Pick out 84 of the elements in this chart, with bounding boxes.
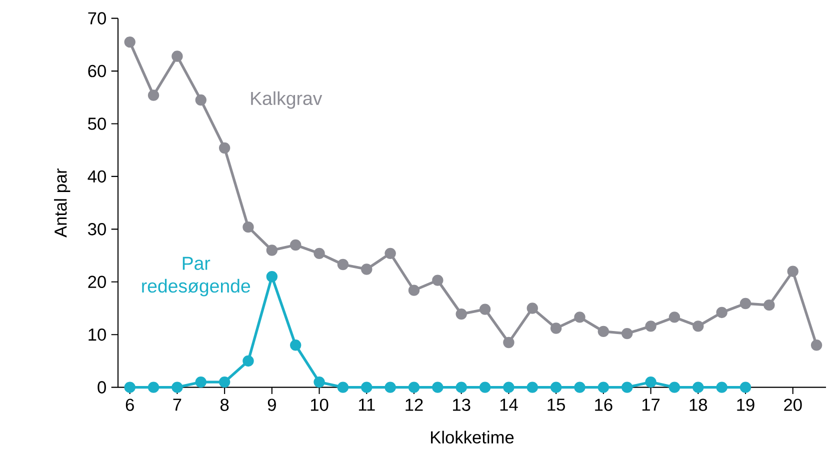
point: [408, 284, 420, 296]
point: [290, 340, 302, 351]
point: [479, 382, 491, 393]
point: [716, 306, 728, 318]
point: [361, 264, 372, 275]
point: [218, 376, 230, 388]
point: [337, 258, 349, 270]
point: [242, 355, 254, 367]
y-tick-label: 10: [88, 328, 106, 341]
point: [503, 336, 514, 348]
point: [764, 299, 775, 311]
point: [740, 298, 752, 310]
point: [692, 382, 704, 393]
point: [124, 36, 136, 48]
y-tick-label: 60: [88, 64, 106, 78]
point: [598, 326, 610, 338]
x-tick-label: 10: [310, 398, 328, 411]
x-tick-label: 15: [548, 398, 565, 411]
point: [172, 382, 183, 393]
y-tick-label: 20: [88, 276, 106, 288]
point: [574, 382, 586, 393]
point: [148, 382, 160, 393]
point: [384, 248, 396, 260]
point: [266, 271, 278, 282]
point: [622, 328, 633, 340]
point: [622, 382, 633, 393]
point: [692, 320, 704, 332]
x-tick-label: 14: [500, 398, 518, 411]
point: [432, 274, 444, 286]
point: [526, 302, 538, 314]
point: [668, 382, 680, 393]
x-tick-label: 8: [220, 398, 229, 411]
x-tick-label: 12: [406, 398, 423, 411]
series-label: Par redesøgende: [142, 256, 250, 296]
x-tick-label: 11: [358, 398, 375, 411]
point: [266, 244, 278, 256]
x-tick-label: 17: [642, 398, 660, 411]
point: [645, 376, 656, 388]
point: [314, 248, 325, 260]
x-tick-label: 19: [737, 398, 754, 411]
point: [242, 221, 254, 233]
point: [456, 382, 467, 393]
point: [526, 382, 538, 393]
point: [550, 382, 562, 393]
point: [361, 382, 372, 393]
y-tick-label: 0: [98, 381, 106, 394]
point: [218, 142, 230, 154]
point: [314, 376, 325, 388]
point: [479, 304, 491, 315]
point: [337, 382, 349, 393]
point: [195, 376, 206, 388]
point: [432, 382, 444, 393]
x-tick-label: 18: [690, 398, 708, 411]
point: [740, 382, 752, 393]
point: [172, 50, 183, 62]
point: [787, 266, 798, 277]
point: [810, 340, 822, 351]
point: [550, 322, 562, 334]
x-tick-label: 7: [173, 398, 182, 411]
point: [124, 382, 136, 393]
y-tick-label: 30: [88, 223, 106, 236]
point: [384, 382, 396, 393]
point: [716, 382, 728, 393]
point: [456, 308, 467, 320]
y-tick-label: 40: [88, 170, 106, 183]
point: [645, 320, 656, 332]
point: [503, 382, 514, 393]
point: [668, 312, 680, 323]
x-tick-label: 13: [453, 398, 470, 411]
point: [408, 382, 420, 393]
x-axis-title: Klokketime: [431, 430, 514, 444]
x-tick-label: 9: [268, 398, 276, 411]
x-tick-label: 20: [784, 398, 802, 411]
point: [148, 90, 160, 101]
point: [195, 94, 206, 106]
y-tick-label: 50: [88, 118, 106, 130]
x-tick-label: 16: [595, 398, 612, 411]
y-axis-title: Antal par: [54, 168, 70, 238]
point: [598, 382, 610, 393]
point: [290, 239, 302, 251]
x-tick-label: 6: [126, 398, 134, 411]
point: [574, 312, 586, 323]
text: Kalkgrav: [251, 91, 322, 109]
y-tick-label: 70: [88, 12, 106, 24]
